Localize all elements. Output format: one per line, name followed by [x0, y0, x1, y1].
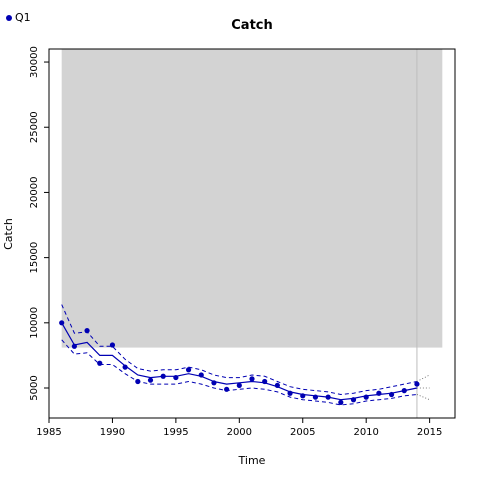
y-tick-label: 10000 [29, 307, 40, 339]
data-point [287, 390, 293, 396]
fit-line [61, 322, 418, 401]
data-point [97, 360, 103, 366]
x-tick-label: 2000 [227, 427, 252, 438]
y-tick-label: 30000 [29, 46, 40, 78]
shaded-region [61, 49, 443, 348]
data-point [262, 378, 268, 385]
x-tick-label: 2010 [353, 427, 378, 438]
legend-marker-icon [6, 14, 12, 21]
data-point [160, 373, 166, 379]
data-point [71, 343, 77, 349]
data-point [274, 382, 280, 389]
data-point [363, 394, 369, 400]
lower-bound-line [61, 339, 417, 406]
data-point [300, 393, 306, 399]
x-tick-label: 1995 [163, 427, 188, 438]
data-point [59, 320, 65, 326]
data-point [84, 328, 90, 334]
x-tick-label: 1985 [36, 427, 61, 438]
data-point [338, 399, 344, 405]
legend-label: Q1 [15, 11, 31, 24]
y-tick-label: 5000 [29, 375, 40, 400]
data-point [350, 397, 357, 403]
x-tick-label: 2005 [290, 427, 315, 438]
data-point [185, 367, 192, 373]
y-axis-label: Catch [2, 218, 15, 250]
data-point [211, 380, 217, 386]
data-point [147, 377, 154, 383]
data-point [198, 372, 204, 378]
chart-title: Catch [231, 18, 273, 33]
upper-bound-line [61, 304, 418, 396]
data-point [249, 376, 255, 382]
projection-lower-line [416, 394, 430, 401]
data-point [376, 390, 382, 396]
data-point [122, 364, 128, 370]
x-tick-label: 1990 [100, 427, 125, 438]
y-tick-label: 15000 [29, 242, 40, 274]
data-point [325, 394, 331, 400]
data-point [173, 374, 179, 381]
data-point [401, 388, 407, 394]
data-point [236, 382, 242, 389]
x-axis-label: Time [238, 454, 266, 467]
data-point [414, 381, 420, 387]
data-point [109, 342, 116, 348]
data-point [135, 378, 141, 385]
x-tick-label: 2015 [417, 427, 442, 438]
data-point [224, 386, 230, 392]
legend: Q1 [6, 11, 31, 24]
plot-frame [48, 48, 456, 419]
y-tick-label: 20000 [29, 177, 40, 209]
data-point [388, 391, 395, 398]
data-point [312, 394, 319, 400]
y-tick-label: 25000 [29, 111, 40, 143]
projection-upper-line [416, 374, 430, 382]
